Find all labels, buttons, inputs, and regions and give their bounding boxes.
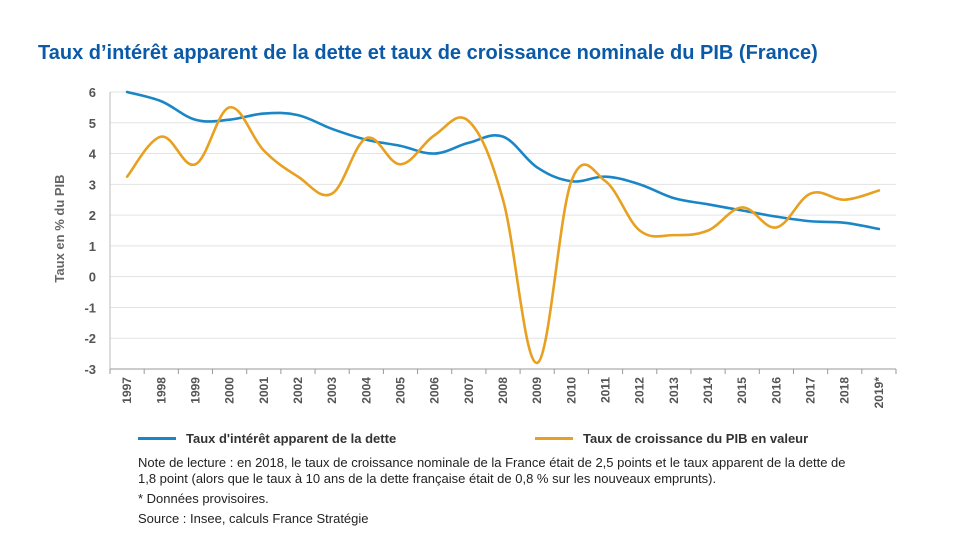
- y-tick-label: -1: [84, 300, 96, 315]
- y-tick-label: -2: [84, 331, 96, 346]
- data-point: [468, 120, 470, 123]
- x-tick-label: 2005: [393, 377, 407, 404]
- data-point: [638, 229, 641, 232]
- x-tick-label: 2015: [735, 377, 749, 404]
- chart-title: Taux d’intérêt apparent de la dette et t…: [38, 42, 818, 64]
- data-point: [331, 192, 333, 195]
- data-point: [604, 175, 607, 178]
- data-point: [194, 163, 197, 166]
- x-tick-label: 2002: [291, 377, 305, 404]
- data-point: [126, 175, 128, 178]
- x-tick-label: 2009: [530, 377, 544, 404]
- data-point: [843, 222, 846, 224]
- data-point: [707, 203, 709, 206]
- legend-item-gdp-growth: Taux de croissance du PIB en valeur: [535, 429, 808, 447]
- x-tick-label: 2006: [428, 377, 442, 404]
- data-point: [707, 229, 709, 232]
- data-point: [809, 192, 812, 195]
- data-point: [399, 145, 402, 147]
- y-tick-label: 5: [89, 116, 96, 131]
- x-tick-label: 2011: [599, 377, 613, 403]
- data-point: [399, 163, 402, 166]
- data-point: [194, 118, 197, 121]
- x-tick-label: 2019*: [872, 377, 886, 409]
- provisional-note: * Données provisoires.: [138, 491, 269, 506]
- data-point: [502, 198, 504, 201]
- data-point: [809, 220, 812, 223]
- data-point: [536, 362, 538, 364]
- y-tick-label: 0: [89, 270, 96, 285]
- legend-label-gdp-growth: Taux de croissance du PIB en valeur: [583, 430, 809, 446]
- x-tick-label: 2014: [701, 377, 715, 404]
- data-point: [228, 106, 231, 109]
- data-point: [878, 228, 880, 230]
- x-tick-label: 2017: [804, 377, 818, 404]
- data-point: [297, 114, 299, 116]
- x-tick-label: 2008: [496, 377, 510, 404]
- data-point: [160, 100, 163, 103]
- y-tick-label: 2: [89, 208, 96, 223]
- chart-notes: Note de lecture : en 2018, le taux de cr…: [138, 455, 858, 531]
- legend-swatch-gdp-growth: [535, 436, 573, 440]
- data-point: [741, 206, 744, 209]
- data-point: [126, 91, 128, 93]
- data-point: [604, 180, 607, 183]
- data-point: [775, 226, 778, 229]
- legend-item-debt-rate: Taux d'intérêt apparent de la dette: [138, 429, 396, 447]
- y-tick-label: 6: [89, 85, 96, 100]
- data-point: [775, 215, 778, 218]
- data-point: [262, 112, 265, 115]
- data-point: [228, 118, 231, 121]
- x-tick-label: 2000: [223, 377, 237, 404]
- legend-swatch-debt-rate: [138, 436, 176, 440]
- x-tick-label: 2003: [325, 377, 339, 404]
- data-point: [878, 189, 880, 192]
- series-line-gdp-growth: [125, 106, 881, 365]
- reading-note: Note de lecture : en 2018, le taux de cr…: [138, 455, 846, 486]
- data-point: [297, 175, 299, 178]
- data-point: [262, 149, 265, 152]
- data-point: [673, 197, 675, 199]
- y-axis-label: Taux en % du PIB: [52, 174, 67, 282]
- data-point: [570, 180, 573, 183]
- legend-label-debt-rate: Taux d'intérêt apparent de la dette: [186, 430, 397, 446]
- x-tick-label: 2007: [462, 377, 476, 404]
- data-point: [502, 135, 504, 138]
- x-tick-label: 2010: [564, 377, 578, 404]
- x-tick-label: 2004: [359, 377, 373, 404]
- y-tick-label: 1: [89, 239, 96, 254]
- x-tick-label: 2001: [257, 377, 271, 404]
- x-tick-label: 2018: [838, 377, 852, 404]
- data-point: [741, 209, 744, 212]
- data-point: [433, 152, 436, 155]
- y-tick-label: 4: [89, 147, 97, 162]
- x-tick-label: 2013: [667, 377, 681, 404]
- data-point: [536, 166, 538, 169]
- source-note: Source : Insee, calculs France Stratégie: [138, 511, 369, 526]
- x-tick-label: 1997: [120, 377, 134, 404]
- data-point: [433, 134, 436, 136]
- data-point: [468, 141, 470, 144]
- data-point: [365, 137, 368, 139]
- y-tick-label: -3: [84, 362, 96, 377]
- x-tick-label: 2012: [633, 377, 647, 404]
- y-tick-label: 3: [89, 177, 96, 192]
- data-point: [843, 198, 846, 201]
- x-tick-label: 1999: [188, 377, 202, 404]
- x-tick-label: 2016: [769, 377, 783, 404]
- data-point: [673, 234, 675, 236]
- x-tick-label: 1998: [154, 377, 168, 404]
- data-point: [160, 135, 163, 138]
- data-point: [331, 128, 333, 130]
- data-point: [638, 183, 641, 186]
